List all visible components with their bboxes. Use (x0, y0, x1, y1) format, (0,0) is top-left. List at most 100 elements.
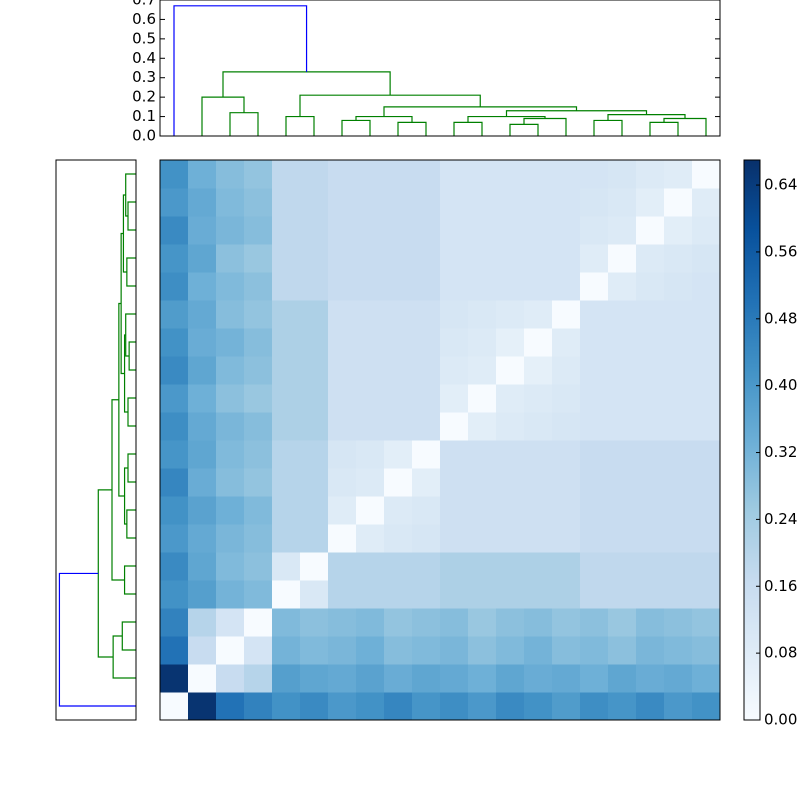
heatmap-cell (328, 496, 357, 525)
heatmap-cell (328, 664, 357, 693)
dendrogram-link (112, 635, 136, 679)
heatmap-cell (244, 608, 273, 637)
heatmap-cell (244, 692, 273, 721)
heatmap-cell (356, 496, 385, 525)
heatmap-cell (244, 356, 273, 385)
heatmap-cell (384, 188, 413, 217)
heatmap-cell (580, 524, 609, 553)
heatmap-cell (272, 412, 301, 441)
heatmap-cell (188, 608, 217, 637)
heatmap-cell (496, 160, 525, 189)
heatmap-cell (272, 300, 301, 329)
heatmap-cell (496, 300, 525, 329)
heatmap-cell (524, 188, 553, 217)
dendrogram-link (97, 489, 114, 658)
heatmap-cell (552, 216, 581, 245)
heatmap-cell (356, 608, 385, 637)
heatmap-cell (608, 608, 637, 637)
colorbar-tick-label: 0.16 (764, 577, 797, 595)
heatmap-cell (384, 328, 413, 357)
heatmap-cell (440, 496, 469, 525)
heatmap-cell (244, 468, 273, 497)
heatmap-cell (608, 188, 637, 217)
heatmap-cell (468, 608, 497, 637)
heatmap-cell (356, 440, 385, 469)
heatmap-cell (272, 272, 301, 301)
heatmap-cell (692, 692, 721, 721)
heatmap-cell (384, 244, 413, 273)
heatmap-cell (552, 384, 581, 413)
dendrogram-link (649, 121, 679, 136)
heatmap-cell (440, 580, 469, 609)
heatmap-cell (356, 412, 385, 441)
heatmap-cell (384, 496, 413, 525)
heatmap-cell (188, 664, 217, 693)
heatmap-cell (188, 496, 217, 525)
heatmap-cell (412, 580, 441, 609)
heatmap-cell (552, 440, 581, 469)
dendrogram-link (593, 119, 623, 136)
dendrogram-link (505, 110, 648, 117)
heatmap-cell (384, 440, 413, 469)
heatmap-cell (244, 440, 273, 469)
heatmap-cell (552, 468, 581, 497)
heatmap-cell (300, 692, 329, 721)
y-tick-label: 0.0 (132, 127, 156, 145)
heatmap-cell (636, 440, 665, 469)
heatmap-frame (159, 159, 721, 721)
heatmap-cell (440, 440, 469, 469)
heatmap-cell (412, 440, 441, 469)
heatmap-cell (440, 468, 469, 497)
heatmap-cell (636, 244, 665, 273)
heatmap-cell (524, 160, 553, 189)
heatmap-cell (188, 552, 217, 581)
heatmap-cell (552, 664, 581, 693)
heatmap-cell (328, 272, 357, 301)
heatmap-cell (300, 356, 329, 385)
colorbar-tick-label: 0.48 (764, 309, 797, 327)
y-tick-label: 0.2 (132, 88, 156, 106)
heatmap-cell (692, 244, 721, 273)
heatmap-cell (216, 552, 245, 581)
heatmap-cell (412, 412, 441, 441)
heatmap-cell (328, 692, 357, 721)
heatmap-cell (188, 244, 217, 273)
heatmap-cell (440, 216, 469, 245)
colorbar-tick-label: 0.56 (764, 242, 797, 260)
heatmap-cell (412, 552, 441, 581)
heatmap-cell (328, 636, 357, 665)
heatmap-cell (636, 160, 665, 189)
dendrogram-frame (55, 159, 137, 721)
dendrogram-link (127, 453, 136, 483)
heatmap-cell (356, 216, 385, 245)
heatmap-cell (244, 328, 273, 357)
heatmap-cell (188, 188, 217, 217)
heatmap-cell (636, 608, 665, 637)
heatmap-cell (160, 244, 189, 273)
heatmap-cell (300, 468, 329, 497)
heatmap-cell (272, 468, 301, 497)
heatmap-cell (188, 356, 217, 385)
heatmap-cell (216, 440, 245, 469)
heatmap-cell (664, 412, 693, 441)
heatmap-cell (580, 272, 609, 301)
heatmap-cell (468, 356, 497, 385)
heatmap-cell (412, 524, 441, 553)
heatmap-cell (160, 636, 189, 665)
heatmap-cell (216, 524, 245, 553)
heatmap-cell (160, 524, 189, 553)
heatmap-cell (524, 636, 553, 665)
heatmap-cell (496, 188, 525, 217)
heatmap-cell (300, 160, 329, 189)
heatmap-cell (188, 300, 217, 329)
heatmap-cell (552, 188, 581, 217)
heatmap-cell (328, 580, 357, 609)
heatmap-cell (328, 440, 357, 469)
heatmap-cell (412, 244, 441, 273)
heatmap-cell (496, 524, 525, 553)
heatmap-cell (272, 664, 301, 693)
heatmap-cell (272, 384, 301, 413)
heatmap-cell (468, 524, 497, 553)
heatmap-cell (496, 412, 525, 441)
dendrogram-link (127, 201, 136, 231)
